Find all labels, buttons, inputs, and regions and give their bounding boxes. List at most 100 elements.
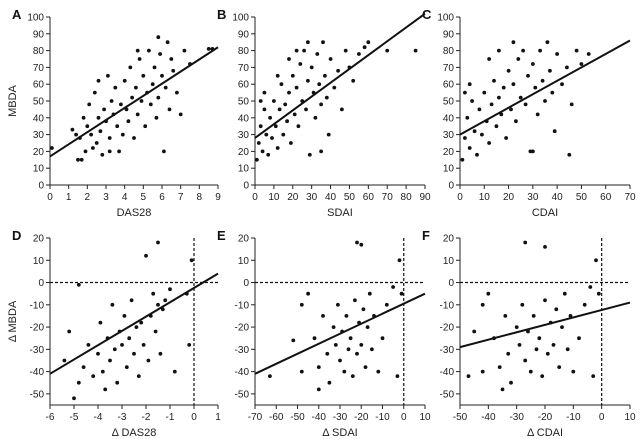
x-tick-label: -50 bbox=[453, 412, 468, 423]
data-point bbox=[309, 65, 314, 70]
data-point bbox=[296, 124, 301, 129]
data-point bbox=[497, 48, 501, 53]
data-point bbox=[152, 65, 157, 70]
data-point bbox=[545, 40, 550, 45]
y-tick-label: 80 bbox=[238, 46, 250, 57]
data-point bbox=[283, 102, 288, 107]
regression-line bbox=[254, 292, 426, 375]
data-point bbox=[294, 48, 299, 53]
data-point bbox=[62, 358, 67, 363]
data-point bbox=[526, 73, 530, 78]
data-point bbox=[98, 129, 103, 134]
data-point bbox=[475, 152, 479, 157]
data-point bbox=[353, 298, 357, 303]
data-point bbox=[163, 85, 168, 90]
data-point bbox=[346, 347, 351, 352]
y-tick-label: 0 bbox=[38, 278, 44, 289]
data-point bbox=[328, 57, 333, 61]
y-tick-label: 10 bbox=[238, 164, 250, 175]
data-point bbox=[494, 124, 499, 129]
data-point bbox=[531, 314, 536, 318]
x-tick-label: -1 bbox=[166, 412, 175, 423]
y-tick-label: 60 bbox=[238, 80, 250, 91]
panel-letter: E bbox=[217, 228, 226, 243]
data-point bbox=[535, 112, 540, 117]
data-point bbox=[579, 62, 584, 66]
y-tick-label: 30 bbox=[33, 130, 45, 141]
data-point bbox=[555, 52, 559, 56]
x-tick-label: 10 bbox=[479, 192, 491, 203]
data-point bbox=[268, 115, 272, 120]
data-point bbox=[169, 57, 174, 61]
data-point bbox=[316, 365, 321, 369]
data-point bbox=[182, 48, 187, 53]
data-point bbox=[148, 102, 153, 107]
data-point bbox=[511, 82, 516, 87]
x-tick-label: -40 bbox=[312, 412, 327, 423]
data-point bbox=[528, 369, 533, 374]
data-point bbox=[290, 73, 295, 78]
x-tick-label: -60 bbox=[269, 412, 284, 423]
data-point bbox=[348, 336, 353, 341]
data-point bbox=[167, 107, 172, 112]
data-point bbox=[370, 347, 374, 352]
data-point bbox=[521, 48, 525, 53]
x-tick-label: 5 bbox=[141, 192, 147, 203]
data-point bbox=[277, 107, 282, 112]
y-tick-label: -10 bbox=[440, 300, 455, 311]
y-tick-label: 60 bbox=[33, 80, 45, 91]
data-point bbox=[503, 314, 508, 318]
data-point bbox=[135, 48, 140, 53]
data-point bbox=[151, 291, 156, 296]
data-point bbox=[299, 369, 304, 374]
data-point bbox=[120, 343, 124, 347]
data-point bbox=[128, 65, 133, 70]
data-point bbox=[588, 285, 593, 289]
data-point bbox=[165, 40, 170, 45]
data-point bbox=[332, 85, 337, 90]
data-point bbox=[567, 152, 572, 157]
y-tick-label: 60 bbox=[443, 80, 455, 91]
x-tick-label: -30 bbox=[509, 412, 524, 423]
y-tick-label: -20 bbox=[30, 323, 45, 334]
data-point bbox=[552, 129, 557, 134]
data-point bbox=[499, 112, 504, 117]
data-point bbox=[281, 132, 286, 137]
data-point bbox=[96, 351, 100, 356]
data-point bbox=[500, 387, 505, 392]
y-axis-label: Δ MBDA bbox=[7, 300, 19, 342]
y-tick-label: 70 bbox=[238, 63, 250, 74]
x-tick-label: 9 bbox=[215, 192, 221, 203]
data-point bbox=[543, 99, 547, 103]
x-tick-label: 4 bbox=[122, 192, 128, 203]
data-point bbox=[506, 351, 511, 356]
regression-line bbox=[459, 301, 631, 349]
data-point bbox=[141, 343, 146, 347]
y-tick-label: 40 bbox=[33, 113, 45, 124]
data-point bbox=[321, 314, 325, 318]
data-point bbox=[307, 152, 312, 157]
data-point bbox=[319, 102, 323, 107]
data-point bbox=[156, 240, 160, 245]
data-point bbox=[336, 302, 340, 307]
data-point bbox=[171, 68, 176, 73]
data-point bbox=[260, 149, 265, 154]
data-point bbox=[70, 127, 75, 132]
data-point bbox=[270, 136, 274, 140]
data-point bbox=[122, 78, 127, 83]
panel-a: 0 1 2 3 4 5 6 7 8 90102030405060708090100ADAS28MB… bbox=[7, 7, 221, 219]
data-point bbox=[272, 99, 276, 103]
data-point bbox=[273, 124, 278, 129]
data-point bbox=[76, 282, 81, 287]
data-point bbox=[413, 48, 418, 53]
x-tick-label: -40 bbox=[481, 412, 496, 423]
data-point bbox=[466, 374, 471, 378]
data-point bbox=[497, 365, 502, 369]
data-point bbox=[143, 124, 148, 129]
data-point bbox=[565, 347, 570, 352]
data-point bbox=[366, 40, 371, 45]
data-point bbox=[480, 132, 484, 137]
data-point bbox=[87, 102, 92, 107]
x-tick-label: -20 bbox=[538, 412, 553, 423]
data-point bbox=[160, 73, 164, 78]
